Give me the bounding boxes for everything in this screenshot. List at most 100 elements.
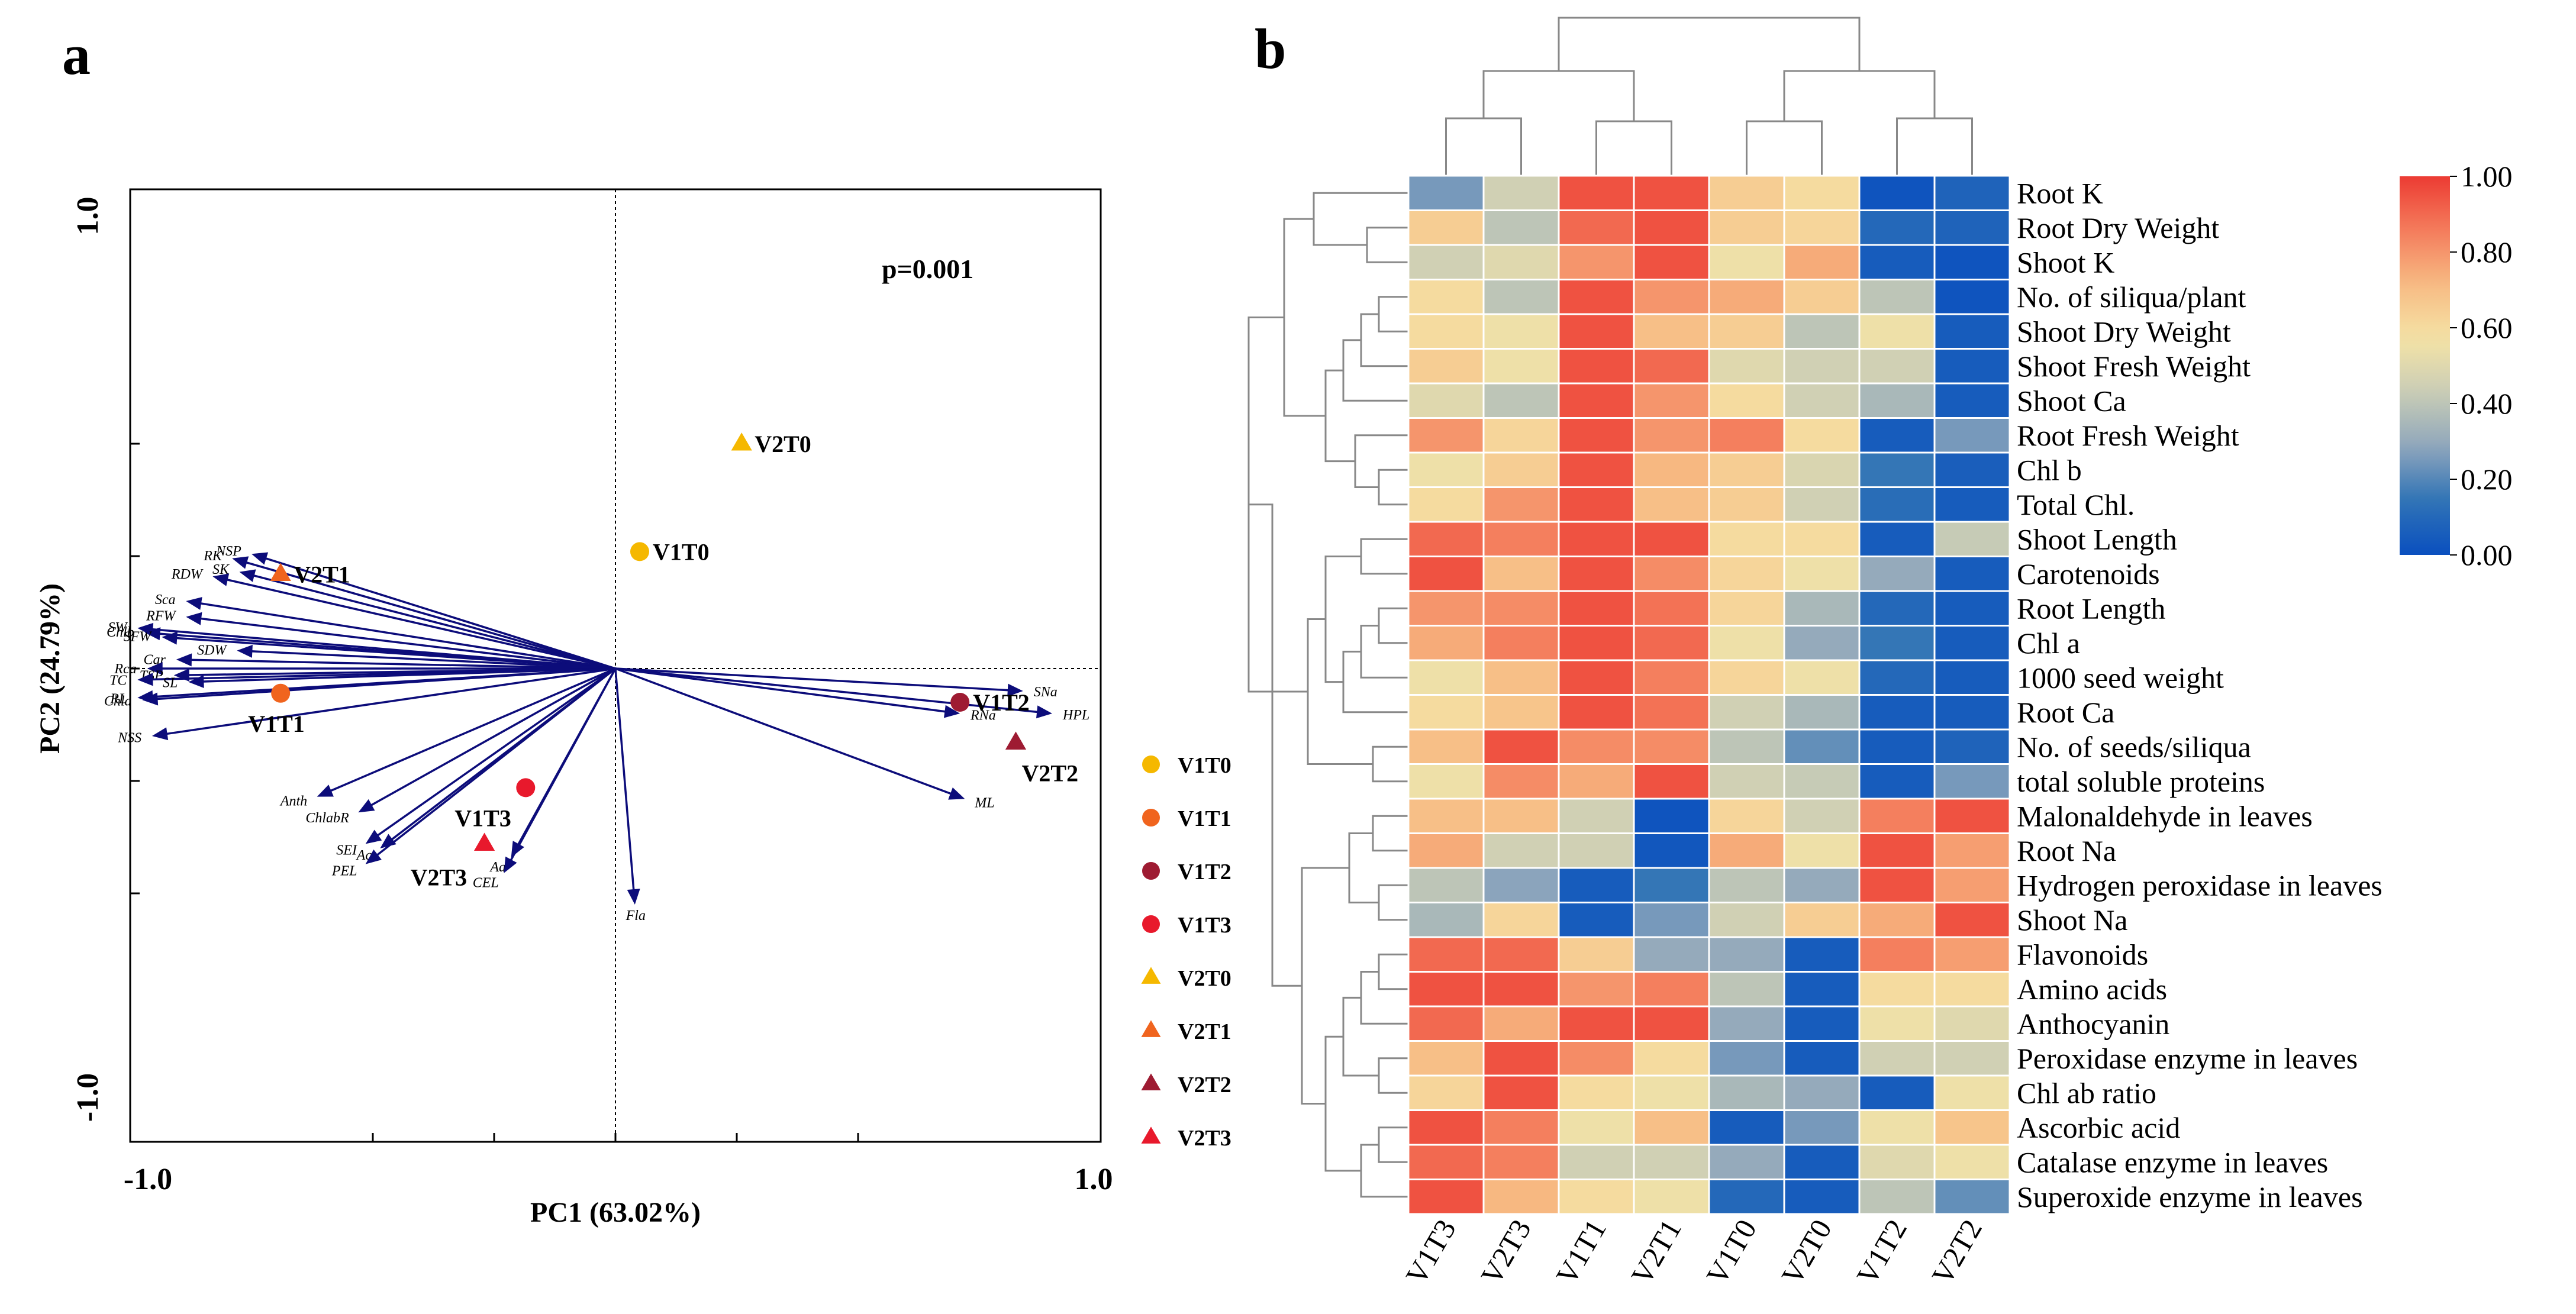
heatmap-cell — [1558, 175, 1635, 211]
sample-marker — [731, 432, 752, 451]
row-label: Root Ca — [2017, 696, 2114, 729]
heatmap-cell — [1783, 728, 1861, 765]
heatmap-cell — [1482, 902, 1560, 938]
column-label: V2T3 — [1474, 1214, 1537, 1290]
heatmap-cell — [1708, 694, 1785, 731]
heatmap-cell — [1708, 625, 1785, 661]
loading-sl: SL — [163, 667, 616, 690]
pca-biplot: -1.0 1.0 1.0 -1.0 PC1 (63.02%) PC2 (24.7… — [34, 188, 1113, 1228]
heatmap-cell — [1708, 279, 1785, 315]
heatmap-cell — [1482, 936, 1560, 973]
loading-pel: PEL — [331, 667, 617, 879]
heatmap-cell — [1558, 313, 1635, 350]
loading-label: Aa — [489, 860, 506, 875]
heatmap-cell — [1858, 867, 1936, 903]
loading-label: HPL — [1062, 708, 1089, 723]
row-label: total soluble proteins — [2017, 765, 2265, 798]
heatmap-cell — [1558, 832, 1635, 869]
loading-arrowhead — [144, 627, 161, 641]
heatmap-cell — [1858, 1074, 1936, 1111]
legend-label: V2T1 — [1178, 1019, 1231, 1044]
legend-label: V1T3 — [1178, 913, 1231, 938]
heatmap-cell — [1482, 625, 1560, 661]
heatmap-cell — [1783, 1109, 1861, 1146]
loading-vector-line — [148, 667, 616, 701]
dendrogram-branch — [1249, 503, 1302, 987]
loading-vector-line — [257, 554, 616, 670]
row-label: Root Dry Weight — [2017, 211, 2219, 244]
heatmap-cell — [1633, 625, 1710, 661]
loading-label: SNa — [1034, 685, 1058, 700]
dendrogram-branch — [1348, 832, 1379, 903]
heatmap-cell — [1783, 763, 1861, 800]
legend-label: V1T0 — [1178, 753, 1231, 778]
panel-label-b: b — [1255, 17, 1286, 80]
heatmap-cell — [1858, 902, 1936, 938]
heatmap-cell — [1708, 348, 1785, 385]
heatmap-cell — [1933, 348, 2011, 385]
loading-arrowhead — [1007, 683, 1023, 697]
heatmap-cell — [1783, 1074, 1861, 1111]
heatmap-cell — [1933, 1074, 2011, 1111]
heatmap-cell — [1558, 348, 1635, 385]
dendrogram-branch — [1372, 745, 1408, 783]
loading-arrowhead — [212, 573, 230, 586]
heatmap-cell — [1783, 313, 1861, 350]
colorbar-tick-label: 0.40 — [2461, 387, 2513, 420]
heatmap-cell — [1482, 798, 1560, 834]
loading-sfw: SFW — [124, 629, 616, 670]
heatmap-cell — [1558, 971, 1635, 1008]
heatmap-cell — [1783, 832, 1861, 869]
dendrogram-branch — [1378, 296, 1408, 332]
heatmap-cell — [1858, 1040, 1936, 1077]
loading-arrowhead — [948, 787, 965, 800]
legend-item-v2t1: V2T1 — [1141, 1019, 1231, 1044]
heatmap-cell — [1633, 1074, 1710, 1111]
heatmap-cell — [1482, 382, 1560, 419]
heatmap-cell — [1858, 209, 1936, 246]
heatmap-cell — [1633, 867, 1710, 903]
heatmap-cell — [1783, 798, 1861, 834]
sample-v2t2: V2T2 — [1005, 731, 1078, 786]
sample-marker — [474, 832, 495, 851]
heatmap-cell — [1482, 451, 1560, 488]
sample-v2t1: V2T1 — [270, 561, 350, 587]
heatmap-cell — [1933, 798, 2011, 834]
loading-arrowhead — [162, 631, 178, 645]
heatmap-cell — [1708, 1040, 1785, 1077]
heatmap-cell — [1708, 1144, 1785, 1180]
heatmap-cell — [1558, 798, 1635, 834]
dendrogram-branch — [1313, 192, 1408, 246]
heatmap-cell — [1783, 244, 1861, 280]
loading-vector-line — [182, 658, 616, 670]
pca-legend: V1T0 V1T1 V1T2 V1T3 V2T0 V2T1 V2T2 V2T3 — [1141, 753, 1231, 1151]
sample-label: V2T1 — [294, 561, 350, 587]
loading-arrowhead — [176, 653, 192, 667]
heatmap-cell — [1482, 694, 1560, 731]
x-axis-title: PC1 (63.02%) — [530, 1197, 701, 1228]
row-dendrogram — [1247, 192, 1408, 1198]
loading-arrowhead — [252, 552, 269, 565]
sample-label: V2T0 — [755, 431, 811, 457]
loading-ml: ML — [615, 667, 995, 811]
loading-label: CEL — [473, 876, 499, 891]
loading-label: Fla — [626, 908, 646, 924]
loading-label: Anth — [279, 794, 307, 809]
dendrogram-branch — [1354, 434, 1408, 488]
heatmap-cell — [1708, 1005, 1785, 1042]
loading-vector-line — [369, 667, 617, 861]
dendrogram-branch — [1746, 120, 1823, 176]
loading-label: PEL — [331, 864, 357, 879]
heatmap-cell — [1407, 763, 1485, 800]
row-label: No. of seeds/siliqua — [2017, 730, 2251, 763]
loading-sna: SNa — [615, 667, 1058, 700]
heatmap-cell — [1708, 1074, 1785, 1111]
heatmap-cell — [1482, 486, 1560, 523]
heatmap-cell — [1633, 451, 1710, 488]
heatmap-cell — [1407, 348, 1485, 385]
heatmap-cell — [1407, 902, 1485, 938]
y-axis-title: PC2 (24.79%) — [34, 583, 66, 754]
heatmap-cell — [1933, 867, 2011, 903]
heatmap-cell — [1558, 556, 1635, 592]
heatmap-cell — [1633, 936, 1710, 973]
